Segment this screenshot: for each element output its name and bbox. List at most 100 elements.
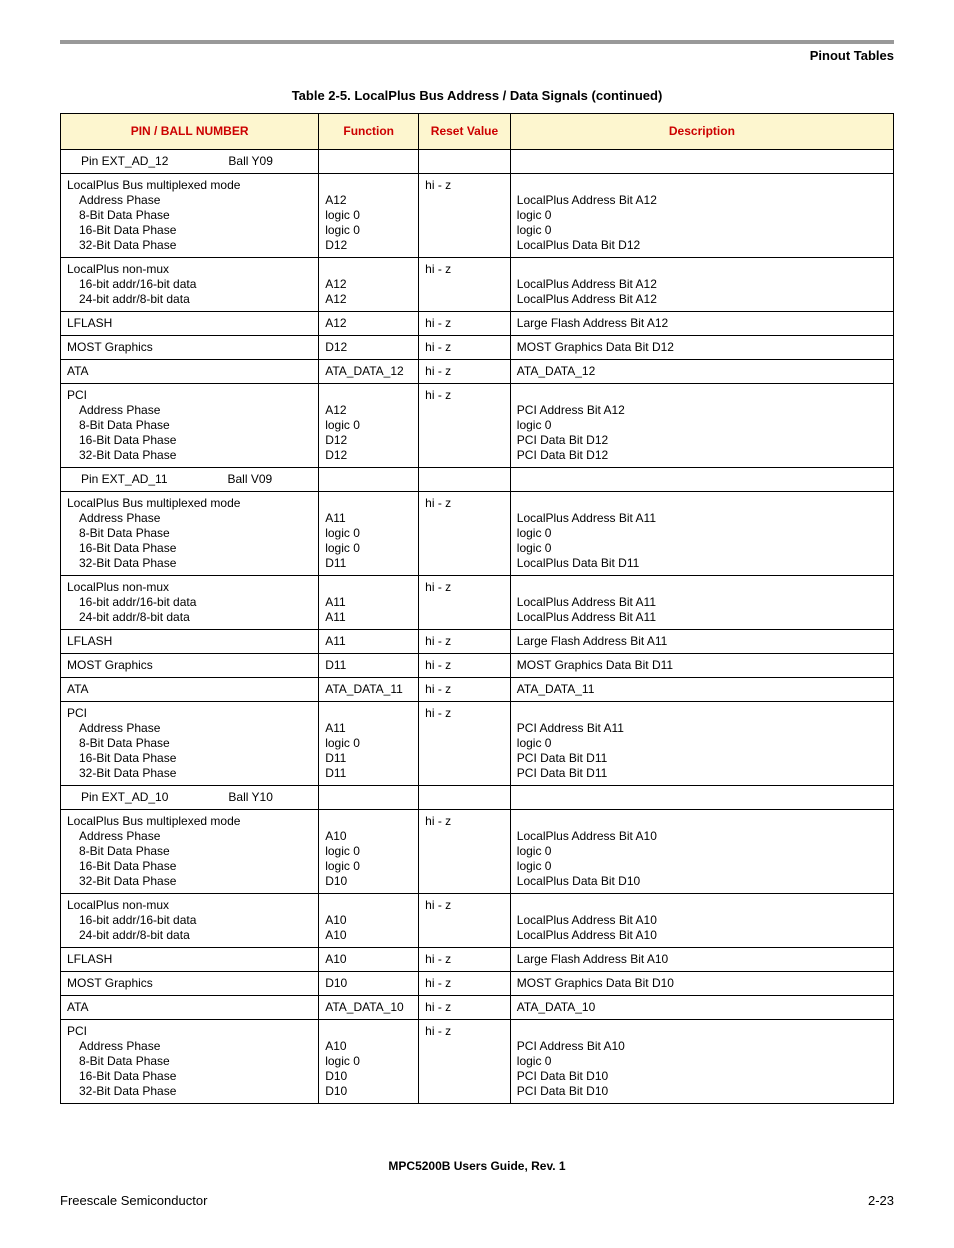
table-row: PCIAddress Phase8-Bit Data Phase16-Bit D… [61,702,894,786]
cell-c3: hi - z [419,894,511,948]
cell-c1: LFLASH [61,312,319,336]
cell-c3: hi - z [419,384,511,468]
cell-c4: LocalPlus Address Bit A12logic 0logic 0L… [510,174,893,258]
empty-cell [319,150,419,174]
cell-c3: hi - z [419,810,511,894]
cell-c4: PCI Address Bit A10logic 0PCI Data Bit D… [510,1020,893,1104]
cell-c4: Large Flash Address Bit A10 [510,948,893,972]
cell-c3: hi - z [419,174,511,258]
cell-c2: A12logic 0D12D12 [319,384,419,468]
table-row: ATAATA_DATA_12hi - zATA_DATA_12 [61,360,894,384]
cell-c2: A10A10 [319,894,419,948]
cell-c4: LocalPlus Address Bit A10logic 0logic 0L… [510,810,893,894]
table-title: Table 2-5. LocalPlus Bus Address / Data … [60,88,894,103]
pin-header-row: Pin EXT_AD_11Ball V09 [61,468,894,492]
table-row: LocalPlus Bus multiplexed modeAddress Ph… [61,492,894,576]
cell-c4: LocalPlus Address Bit A10LocalPlus Addre… [510,894,893,948]
empty-cell [510,786,893,810]
cell-c4: Large Flash Address Bit A11 [510,630,893,654]
empty-cell [510,150,893,174]
cell-c2: A10logic 0logic 0D10 [319,810,419,894]
cell-c2: A11A11 [319,576,419,630]
cell-c3: hi - z [419,630,511,654]
cell-c1: PCIAddress Phase8-Bit Data Phase16-Bit D… [61,384,319,468]
table-row: LocalPlus Bus multiplexed modeAddress Ph… [61,810,894,894]
table-row: LFLASHA12hi - zLarge Flash Address Bit A… [61,312,894,336]
cell-c4: ATA_DATA_12 [510,360,893,384]
footer-doc: MPC5200B Users Guide, Rev. 1 [60,1159,894,1173]
cell-c3: hi - z [419,948,511,972]
signals-table: PIN / BALL NUMBER Function Reset Value D… [60,113,894,1104]
table-row: LocalPlus Bus multiplexed modeAddress Ph… [61,174,894,258]
cell-c4: MOST Graphics Data Bit D12 [510,336,893,360]
pin-header-row: Pin EXT_AD_12Ball Y09 [61,150,894,174]
cell-c2: D12 [319,336,419,360]
table-row: PCIAddress Phase8-Bit Data Phase16-Bit D… [61,1020,894,1104]
cell-c3: hi - z [419,654,511,678]
cell-c1: ATA [61,678,319,702]
footer-left: Freescale Semiconductor [60,1193,207,1208]
cell-c3: hi - z [419,492,511,576]
cell-c1: LFLASH [61,948,319,972]
cell-c3: hi - z [419,576,511,630]
cell-c2: A12logic 0logic 0D12 [319,174,419,258]
top-rule [60,40,894,44]
cell-c3: hi - z [419,312,511,336]
col-reset: Reset Value [419,114,511,150]
table-row: LocalPlus non-mux16-bit addr/16-bit data… [61,894,894,948]
cell-c2: D10 [319,972,419,996]
cell-c2: ATA_DATA_10 [319,996,419,1020]
cell-c1: LocalPlus non-mux16-bit addr/16-bit data… [61,894,319,948]
pin-label: Pin EXT_AD_11Ball V09 [61,468,319,492]
cell-c2: ATA_DATA_11 [319,678,419,702]
pin-header-row: Pin EXT_AD_10Ball Y10 [61,786,894,810]
empty-cell [419,468,511,492]
cell-c4: LocalPlus Address Bit A11logic 0logic 0L… [510,492,893,576]
cell-c1: MOST Graphics [61,654,319,678]
cell-c4: Large Flash Address Bit A12 [510,312,893,336]
cell-c4: PCI Address Bit A12logic 0PCI Data Bit D… [510,384,893,468]
table-row: LocalPlus non-mux16-bit addr/16-bit data… [61,576,894,630]
cell-c2: A10 [319,948,419,972]
table-row: PCIAddress Phase8-Bit Data Phase16-Bit D… [61,384,894,468]
cell-c3: hi - z [419,702,511,786]
cell-c1: LocalPlus Bus multiplexed modeAddress Ph… [61,492,319,576]
cell-c2: A10logic 0D10D10 [319,1020,419,1104]
footer-right: 2-23 [868,1193,894,1208]
empty-cell [319,786,419,810]
col-pin: PIN / BALL NUMBER [61,114,319,150]
cell-c4: LocalPlus Address Bit A12LocalPlus Addre… [510,258,893,312]
cell-c1: PCIAddress Phase8-Bit Data Phase16-Bit D… [61,702,319,786]
table-row: MOST GraphicsD12hi - zMOST Graphics Data… [61,336,894,360]
cell-c1: ATA [61,996,319,1020]
cell-c1: LocalPlus non-mux16-bit addr/16-bit data… [61,576,319,630]
cell-c1: LocalPlus Bus multiplexed modeAddress Ph… [61,810,319,894]
cell-c2: A12A12 [319,258,419,312]
cell-c1: PCIAddress Phase8-Bit Data Phase16-Bit D… [61,1020,319,1104]
pin-label: Pin EXT_AD_12Ball Y09 [61,150,319,174]
cell-c3: hi - z [419,1020,511,1104]
cell-c3: hi - z [419,336,511,360]
cell-c1: LocalPlus non-mux16-bit addr/16-bit data… [61,258,319,312]
section-label: Pinout Tables [60,48,894,63]
cell-c4: ATA_DATA_10 [510,996,893,1020]
footer-row: Freescale Semiconductor 2-23 [60,1193,894,1208]
cell-c2: A12 [319,312,419,336]
table-row: ATAATA_DATA_10hi - zATA_DATA_10 [61,996,894,1020]
table-row: MOST GraphicsD10hi - zMOST Graphics Data… [61,972,894,996]
table-row: LFLASHA11hi - zLarge Flash Address Bit A… [61,630,894,654]
empty-cell [419,150,511,174]
cell-c4: ATA_DATA_11 [510,678,893,702]
cell-c4: PCI Address Bit A11logic 0PCI Data Bit D… [510,702,893,786]
table-row: MOST GraphicsD11hi - zMOST Graphics Data… [61,654,894,678]
cell-c4: LocalPlus Address Bit A11LocalPlus Addre… [510,576,893,630]
cell-c2: D11 [319,654,419,678]
cell-c3: hi - z [419,678,511,702]
empty-cell [419,786,511,810]
cell-c4: MOST Graphics Data Bit D11 [510,654,893,678]
cell-c2: A11logic 0D11D11 [319,702,419,786]
table-row: LocalPlus non-mux16-bit addr/16-bit data… [61,258,894,312]
col-desc: Description [510,114,893,150]
cell-c4: MOST Graphics Data Bit D10 [510,972,893,996]
cell-c1: ATA [61,360,319,384]
